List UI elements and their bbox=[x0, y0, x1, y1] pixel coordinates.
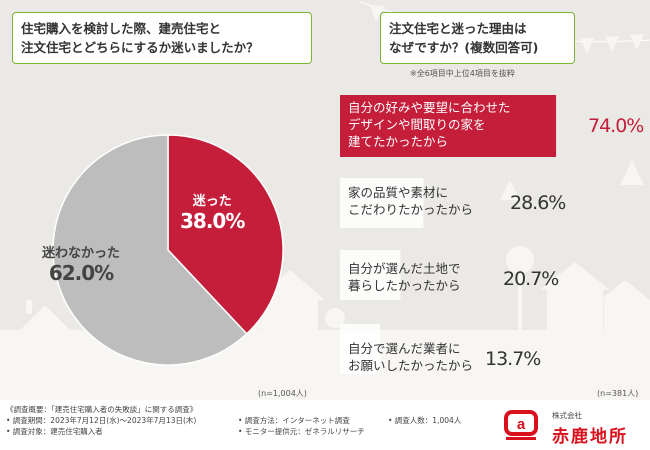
pie-slice-2 bbox=[52, 134, 248, 366]
pie-label-mayowanakatta: 迷わなかった 62.0% bbox=[42, 242, 120, 285]
bar-2 bbox=[340, 178, 424, 228]
bar-label-line: 自分で選んだ業者に bbox=[348, 341, 461, 356]
bar-value: 74.0% bbox=[588, 115, 644, 137]
bar-row-3: 自分が選んだ土地で 暮らしたかったから 20.7% bbox=[340, 250, 640, 300]
bar-label: 家の品質や素材に こだわりたかったから bbox=[348, 184, 473, 218]
footer-line: • 調査対象：建売住宅購入者 bbox=[6, 427, 103, 436]
question-right-line-2: なぜですか？(複数回答可) bbox=[389, 40, 539, 55]
bar-label: 自分で選んだ業者に お願いしたかったから bbox=[348, 340, 473, 374]
bar-row-4: 自分で選んだ業者に お願いしたかったから 13.7% bbox=[340, 324, 640, 374]
footnote-top5: ※全6項目中上位4項目を抜粋 bbox=[410, 69, 515, 78]
bar-1 bbox=[340, 95, 557, 157]
bar-label-line: 建てたかったから bbox=[348, 134, 449, 149]
question-left-box: 住宅購入を検討した際、建売住宅と 注文住宅とどちらにするか迷いましたか？ bbox=[12, 12, 312, 64]
question-left-line-1: 住宅購入を検討した際、建売住宅と bbox=[21, 21, 222, 36]
bar-value: 13.7% bbox=[485, 348, 541, 370]
pie-slice-label: 迷った bbox=[192, 194, 232, 209]
bar-4 bbox=[340, 324, 381, 374]
bar-label-line: 暮らしたかったから bbox=[348, 278, 461, 293]
bar-row-2: 家の品質や素材に こだわりたかったから 28.6% bbox=[340, 178, 640, 228]
bar-value: 28.6% bbox=[510, 192, 566, 214]
bar-sample-size: (n=381人) bbox=[597, 389, 639, 398]
bar-label: 自分が選んだ土地で 暮らしたかったから bbox=[348, 260, 461, 294]
bar-value: 20.7% bbox=[503, 268, 559, 290]
footer-survey-method: • 調査方法：インターネット調査 • モニター提供元：ゼネラルリサーチ bbox=[238, 415, 365, 437]
bar-label-line: 自分の好みや要望に合わせた bbox=[348, 100, 511, 115]
bar-label-line: 自分が選んだ土地で bbox=[348, 261, 461, 276]
footer-survey-overview: 《調査概要：「建売住宅購入者の失敗談」に関する調査》 • 調査期間：2023年7… bbox=[6, 404, 197, 437]
brand-mark-icon: a bbox=[504, 410, 538, 440]
bar-label-line: 家の品質や素材に bbox=[348, 185, 449, 200]
footer-line: • 調査方法：インターネット調査 bbox=[238, 416, 350, 425]
pie-slice-value: 62.0% bbox=[48, 261, 114, 285]
question-right-line-1: 注文住宅と迷った理由は bbox=[389, 21, 527, 36]
pie-label-mayotta: 迷った 38.0% bbox=[180, 190, 245, 233]
footer-line: • モニター提供元：ゼネラルリサーチ bbox=[238, 427, 365, 436]
background-illustration bbox=[0, 1, 650, 400]
bar-label: 自分の好みや要望に合わせた デザインや間取りの家を 建てたかったから bbox=[348, 99, 511, 150]
bar-label-line: デザインや間取りの家を bbox=[348, 117, 486, 132]
brand-company-type: 株式会社 bbox=[552, 411, 582, 420]
bar-row-1: 自分の好みや要望に合わせた デザインや間取りの家を 建てたかったから 74.0% bbox=[340, 95, 644, 157]
brand-name: 赤鹿地所 bbox=[552, 427, 628, 447]
question-right-box: 注文住宅と迷った理由は なぜですか？(複数回答可) bbox=[380, 12, 575, 64]
brand-logo: a 株式会社 赤鹿地所 bbox=[500, 410, 645, 447]
pie-chart bbox=[52, 134, 284, 366]
bar-3 bbox=[340, 250, 401, 300]
bar-label-line: こだわりたかったから bbox=[348, 202, 474, 217]
footer-line: • 調査人数：1,004人 bbox=[388, 416, 462, 425]
bar-chart bbox=[340, 95, 557, 374]
footer-line: • 調査期間：2023年7月12日(水)〜2023年7月13日(木) bbox=[6, 416, 197, 425]
footer-line: 《調査概要：「建売住宅購入者の失敗談」に関する調査》 bbox=[6, 405, 198, 414]
pie-sample-size: (n=1,004人) bbox=[258, 389, 307, 398]
pie-slice-value: 38.0% bbox=[180, 209, 245, 233]
pie-slice-label: 迷わなかった bbox=[42, 246, 121, 261]
question-left-line-2: 注文住宅とどちらにするか迷いましたか？ bbox=[21, 40, 259, 55]
footer-survey-count: • 調査人数：1,004人 bbox=[388, 415, 461, 426]
pie-slice-1 bbox=[167, 134, 284, 335]
bar-label-line: お願いしたかったから bbox=[348, 358, 474, 373]
brand-mark-letter: a bbox=[517, 416, 526, 433]
